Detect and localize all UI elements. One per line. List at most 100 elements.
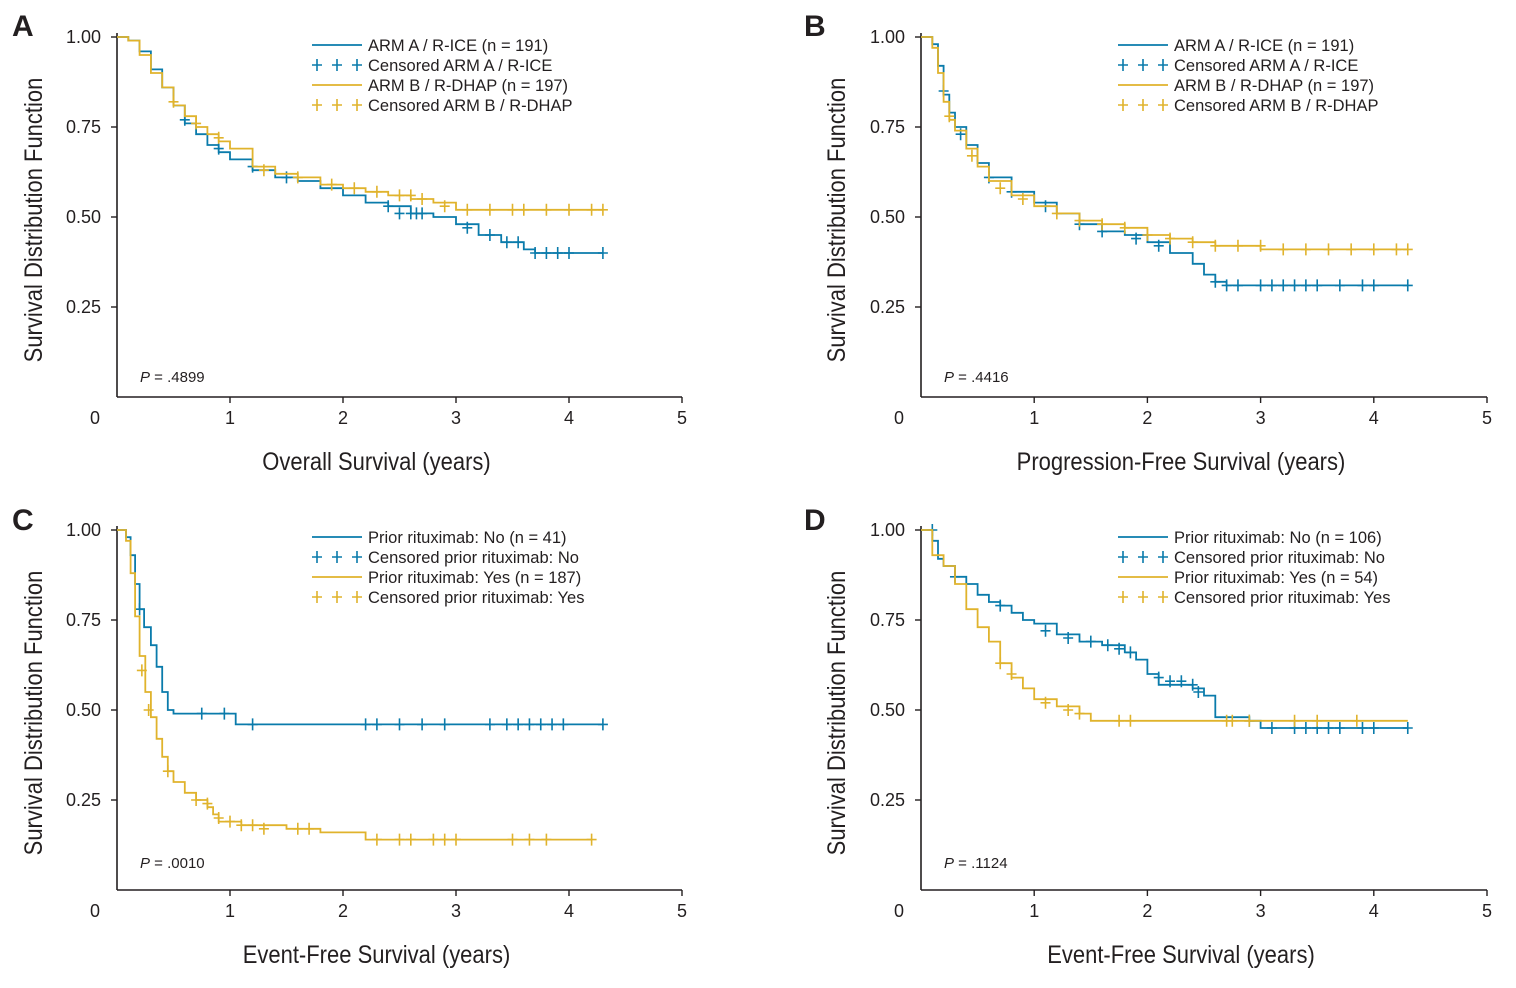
x-tick-label: 0 [90, 901, 100, 921]
censor-mark [484, 229, 495, 241]
y-axis-title: Survival Distribution Function [823, 78, 851, 363]
p-value: P = .4899 [140, 369, 205, 386]
censor-mark [1232, 239, 1243, 252]
censor-mark [462, 203, 473, 216]
censor-mark [258, 164, 269, 177]
y-tick-label: 0.50 [870, 700, 905, 720]
censor-mark [417, 193, 428, 205]
x-tick-label: 0 [894, 408, 904, 428]
censor-mark [1074, 214, 1085, 227]
censor-mark [1232, 279, 1243, 292]
legend-label: ARM B / R-DHAP (n = 197) [368, 77, 568, 95]
x-tick-label: 0 [894, 901, 904, 921]
censor-mark [597, 718, 608, 731]
panel-b: B 1.00 0.75 0.50 0.25 0 1 2 3 4 5 Progression-Free … [804, 10, 1492, 475]
censor-mark [1040, 696, 1051, 709]
panel-letter: B [804, 10, 826, 43]
censor-mark [417, 718, 428, 731]
censor-mark [219, 707, 230, 720]
x-axis-title: Progression-Free Survival (years) [1017, 448, 1346, 476]
legend-plus [332, 591, 342, 603]
legend-plus [1118, 59, 1128, 71]
censor-mark [1114, 714, 1125, 727]
censor-mark [1312, 714, 1323, 727]
legend-label: Censored ARM A / R-ICE [1174, 57, 1358, 75]
censor-mark [405, 189, 416, 202]
legend-plus [332, 59, 342, 71]
y-tick-label: 0.50 [66, 700, 101, 720]
censor-mark [995, 657, 1006, 670]
censor-mark [1300, 279, 1311, 292]
y-tick-label: 0.75 [66, 117, 101, 137]
censor-mark [1187, 236, 1198, 249]
x-tick-label: 4 [564, 901, 574, 921]
censor-mark [1402, 243, 1413, 256]
censor-mark [541, 833, 552, 846]
censor-mark [371, 718, 382, 731]
y-tick-label: 0.50 [870, 207, 905, 227]
censor-mark [1266, 279, 1277, 292]
censor-mark [202, 797, 213, 810]
legend-plus [1118, 591, 1128, 603]
y-tick-label: 1.00 [870, 27, 905, 47]
censor-mark [1402, 722, 1413, 734]
legend-label: Prior rituximab: No (n = 106) [1174, 529, 1382, 547]
censor-mark [247, 718, 258, 731]
legend-plus [352, 99, 362, 111]
panel-d: D 1.00 0.75 0.50 0.25 0 1 2 3 4 5 Event-Free Surviv… [804, 504, 1492, 968]
x-tick-label: 3 [451, 901, 461, 921]
legend-plus [1138, 99, 1148, 111]
legend-plus [1138, 591, 1148, 603]
p-number: = .0010 [150, 855, 205, 872]
censor-mark [552, 247, 563, 259]
censor-mark [586, 203, 597, 216]
x-tick-label: 1 [1029, 901, 1039, 921]
legend-plus [1158, 591, 1168, 603]
panel-letter: C [12, 504, 34, 537]
legend-plus [1118, 99, 1128, 111]
x-axis-title: Overall Survival (years) [262, 448, 490, 476]
legend-plus [352, 59, 362, 71]
panel-a: A 1.00 0.75 0.50 0.25 0 1 2 3 4 5 Overall Survival … [12, 10, 687, 475]
censor-mark [371, 833, 382, 846]
censor-mark [1323, 722, 1334, 734]
censor-mark [383, 200, 394, 213]
censor-mark [507, 833, 518, 846]
censor-mark [1210, 239, 1221, 252]
censor-mark [213, 142, 224, 155]
p-number: = .4416 [954, 369, 1009, 386]
censor-mark [1176, 675, 1187, 688]
censor-mark [597, 203, 608, 216]
y-tick-label: 0.25 [66, 790, 101, 810]
censor-mark [547, 718, 558, 731]
km-curve-2 [117, 36, 603, 211]
censor-mark [1165, 232, 1176, 245]
censor-mark [1255, 279, 1266, 292]
x-tick-label: 4 [1369, 408, 1379, 428]
censor-mark [1153, 239, 1164, 252]
censor-mark [1017, 193, 1028, 205]
censor-mark [1255, 239, 1266, 252]
censor-mark [1006, 668, 1017, 680]
x-tick-label: 5 [677, 408, 687, 428]
x-axis-title: Event-Free Survival (years) [243, 941, 511, 969]
censor-mark [191, 794, 202, 806]
censor-mark [394, 833, 405, 846]
censor-mark [524, 718, 535, 731]
censor-mark [292, 822, 303, 835]
x-tick-label: 5 [1482, 408, 1492, 428]
censor-mark [405, 833, 416, 846]
censor-mark [462, 221, 473, 234]
legend-label: ARM A / R-ICE (n = 191) [1174, 37, 1354, 55]
legend-plus [1138, 551, 1148, 563]
censor-mark [1040, 624, 1051, 637]
censor-mark [1357, 279, 1368, 292]
p-symbol: P [944, 369, 954, 386]
x-tick-label: 3 [1256, 901, 1266, 921]
legend-label: Censored prior rituximab: No [368, 549, 579, 567]
censor-mark [451, 833, 461, 846]
legend-label: Censored ARM A / R-ICE [368, 57, 552, 75]
censor-mark [1289, 279, 1300, 292]
censor-mark [1063, 704, 1074, 716]
x-tick-label: 5 [1482, 901, 1492, 921]
